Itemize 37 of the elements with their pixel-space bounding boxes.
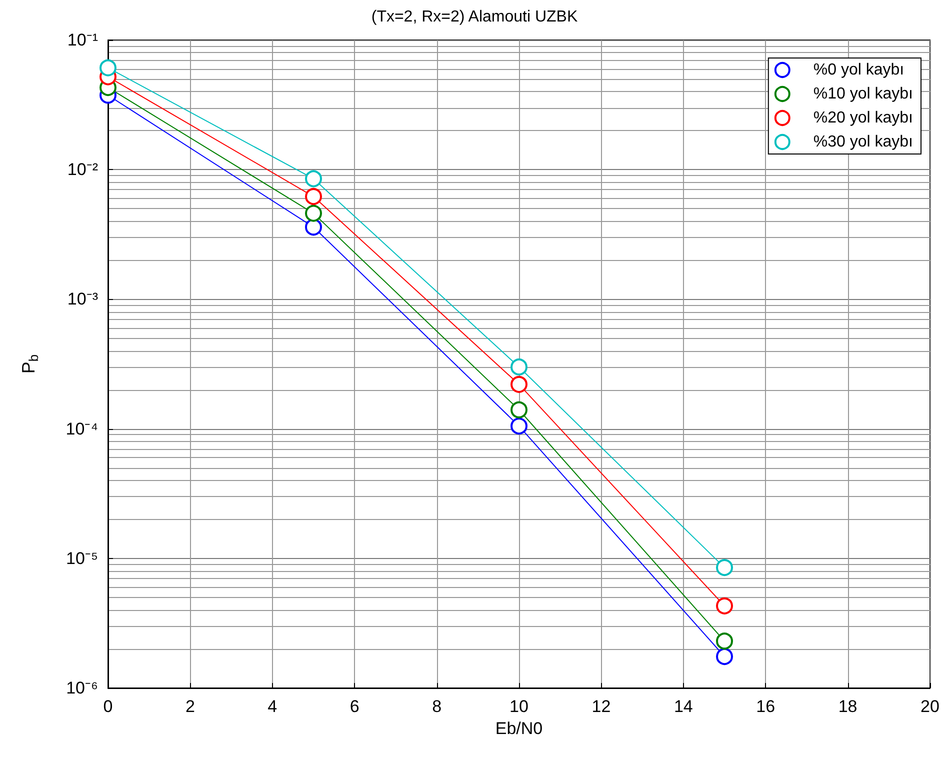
x-tick-label: 8 — [432, 697, 442, 716]
y-tick-label: 10⁻⁵ — [66, 548, 98, 568]
x-tick-label: 16 — [756, 697, 776, 716]
point — [305, 170, 322, 188]
point — [510, 358, 528, 376]
x-tick-label: 18 — [838, 697, 858, 716]
point — [305, 204, 322, 222]
x-tick-label: 20 — [920, 697, 940, 716]
point — [510, 418, 528, 435]
chart-title: (Tx=2, Rx=2) Alamouti UZBK — [371, 8, 578, 26]
legend-label: %20 yol kaybı — [813, 110, 913, 126]
x-tick-label: 2 — [185, 697, 195, 716]
x-axis-title: Eb/N0 — [495, 718, 543, 738]
y-tick-label: 10⁻¹ — [67, 30, 98, 50]
point — [305, 188, 322, 205]
x-tick-label: 4 — [268, 697, 278, 716]
legend-label: %10 yol kaybı — [813, 86, 913, 102]
y-axis-title: Pb — [18, 354, 41, 374]
legend-label: %0 yol kaybı — [813, 62, 904, 78]
point — [716, 559, 733, 576]
point — [716, 597, 733, 614]
point — [510, 401, 528, 418]
point — [716, 632, 733, 650]
point — [305, 218, 322, 236]
point — [716, 648, 733, 665]
x-tick-label: 14 — [674, 697, 693, 716]
legend-label: %30 yol kaybı — [813, 134, 913, 150]
y-tick-label: 10⁻² — [67, 160, 98, 180]
x-tick-label: 6 — [350, 697, 360, 716]
y-tick-label: 10⁻⁴ — [66, 419, 98, 438]
x-tick-label: 10 — [510, 697, 528, 716]
point — [100, 59, 116, 76]
y-tick-label: 10⁻³ — [67, 290, 98, 309]
point — [510, 376, 528, 393]
x-tick-label: 0 — [103, 697, 113, 716]
x-tick-label: 12 — [592, 697, 611, 716]
y-tick-label: 10⁻⁶ — [66, 678, 98, 698]
